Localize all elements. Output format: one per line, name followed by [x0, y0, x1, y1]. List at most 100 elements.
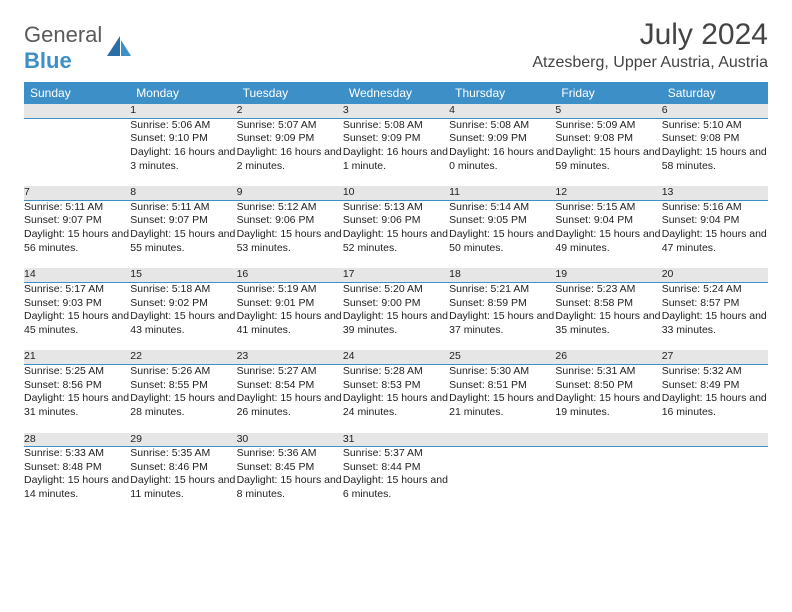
day-cell-empty: [555, 447, 661, 515]
day-number: 21: [24, 350, 130, 364]
sunrise-text: Sunrise: 5:11 AM: [24, 201, 130, 215]
day-number: 24: [343, 350, 449, 364]
day-cell-empty: [662, 447, 768, 515]
daylight-text: Daylight: 15 hours and 49 minutes.: [555, 228, 661, 255]
day-cell: Sunrise: 5:18 AMSunset: 9:02 PMDaylight:…: [130, 282, 236, 350]
daylight-text: Daylight: 15 hours and 24 minutes.: [343, 392, 449, 419]
daylight-text: Daylight: 15 hours and 28 minutes.: [130, 392, 236, 419]
sunrise-text: Sunrise: 5:21 AM: [449, 283, 555, 297]
sunrise-text: Sunrise: 5:08 AM: [449, 119, 555, 133]
day-number: 26: [555, 350, 661, 364]
daynum-row: 28293031: [24, 433, 768, 447]
sunrise-text: Sunrise: 5:07 AM: [237, 119, 343, 133]
sunrise-text: Sunrise: 5:17 AM: [24, 283, 130, 297]
sunset-text: Sunset: 8:53 PM: [343, 379, 449, 393]
sunrise-text: Sunrise: 5:26 AM: [130, 365, 236, 379]
day-cell: Sunrise: 5:16 AMSunset: 9:04 PMDaylight:…: [662, 200, 768, 268]
day-number-empty: [449, 433, 555, 447]
daylight-text: Daylight: 15 hours and 31 minutes.: [24, 392, 130, 419]
weekday-header: Thursday: [449, 82, 555, 104]
daylight-text: Daylight: 15 hours and 8 minutes.: [237, 474, 343, 501]
day-cell: Sunrise: 5:13 AMSunset: 9:06 PMDaylight:…: [343, 200, 449, 268]
sunrise-text: Sunrise: 5:24 AM: [662, 283, 768, 297]
day-number: 8: [130, 186, 236, 200]
day-number: 29: [130, 433, 236, 447]
daylight-text: Daylight: 15 hours and 53 minutes.: [237, 228, 343, 255]
day-number: 12: [555, 186, 661, 200]
sunrise-text: Sunrise: 5:18 AM: [130, 283, 236, 297]
sunset-text: Sunset: 9:00 PM: [343, 297, 449, 311]
daylight-text: Daylight: 15 hours and 11 minutes.: [130, 474, 236, 501]
daycell-row: Sunrise: 5:33 AMSunset: 8:48 PMDaylight:…: [24, 447, 768, 515]
sunrise-text: Sunrise: 5:15 AM: [555, 201, 661, 215]
sunset-text: Sunset: 9:06 PM: [237, 214, 343, 228]
day-number: 17: [343, 268, 449, 282]
sunrise-text: Sunrise: 5:13 AM: [343, 201, 449, 215]
day-cell: Sunrise: 5:31 AMSunset: 8:50 PMDaylight:…: [555, 365, 661, 433]
day-number: 3: [343, 104, 449, 118]
day-number-empty: [662, 433, 768, 447]
header: General Blue July 2024 Atzesberg, Upper …: [24, 18, 768, 74]
day-cell: Sunrise: 5:26 AMSunset: 8:55 PMDaylight:…: [130, 365, 236, 433]
sunset-text: Sunset: 8:54 PM: [237, 379, 343, 393]
daylight-text: Daylight: 15 hours and 43 minutes.: [130, 310, 236, 337]
day-cell: Sunrise: 5:27 AMSunset: 8:54 PMDaylight:…: [237, 365, 343, 433]
day-cell: Sunrise: 5:33 AMSunset: 8:48 PMDaylight:…: [24, 447, 130, 515]
day-number: 14: [24, 268, 130, 282]
day-number: 2: [237, 104, 343, 118]
day-number: 30: [237, 433, 343, 447]
sunset-text: Sunset: 8:46 PM: [130, 461, 236, 475]
daylight-text: Daylight: 15 hours and 52 minutes.: [343, 228, 449, 255]
sunrise-text: Sunrise: 5:37 AM: [343, 447, 449, 461]
sunrise-text: Sunrise: 5:25 AM: [24, 365, 130, 379]
sunset-text: Sunset: 9:05 PM: [449, 214, 555, 228]
day-number: 23: [237, 350, 343, 364]
daylight-text: Daylight: 15 hours and 6 minutes.: [343, 474, 449, 501]
calendar-table: SundayMondayTuesdayWednesdayThursdayFrid…: [24, 82, 768, 515]
day-number: 16: [237, 268, 343, 282]
daylight-text: Daylight: 15 hours and 39 minutes.: [343, 310, 449, 337]
day-number: 31: [343, 433, 449, 447]
weekday-header: Tuesday: [237, 82, 343, 104]
sunrise-text: Sunrise: 5:11 AM: [130, 201, 236, 215]
day-cell-empty: [24, 118, 130, 186]
day-number: 11: [449, 186, 555, 200]
sunset-text: Sunset: 9:07 PM: [130, 214, 236, 228]
daycell-row: Sunrise: 5:25 AMSunset: 8:56 PMDaylight:…: [24, 365, 768, 433]
daynum-row: 123456: [24, 104, 768, 118]
day-cell: Sunrise: 5:11 AMSunset: 9:07 PMDaylight:…: [130, 200, 236, 268]
day-cell: Sunrise: 5:08 AMSunset: 9:09 PMDaylight:…: [343, 118, 449, 186]
daylight-text: Daylight: 15 hours and 45 minutes.: [24, 310, 130, 337]
daylight-text: Daylight: 15 hours and 21 minutes.: [449, 392, 555, 419]
sunset-text: Sunset: 8:50 PM: [555, 379, 661, 393]
daylight-text: Daylight: 15 hours and 26 minutes.: [237, 392, 343, 419]
day-number-empty: [24, 104, 130, 118]
daylight-text: Daylight: 15 hours and 19 minutes.: [555, 392, 661, 419]
day-cell: Sunrise: 5:06 AMSunset: 9:10 PMDaylight:…: [130, 118, 236, 186]
daylight-text: Daylight: 16 hours and 2 minutes.: [237, 146, 343, 173]
day-number: 25: [449, 350, 555, 364]
day-cell: Sunrise: 5:30 AMSunset: 8:51 PMDaylight:…: [449, 365, 555, 433]
logo-text-1: General: [24, 22, 102, 47]
sunrise-text: Sunrise: 5:36 AM: [237, 447, 343, 461]
weekday-header-row: SundayMondayTuesdayWednesdayThursdayFrid…: [24, 82, 768, 104]
day-number: 19: [555, 268, 661, 282]
sunrise-text: Sunrise: 5:14 AM: [449, 201, 555, 215]
logo-sail-icon: [107, 34, 133, 63]
day-cell: Sunrise: 5:28 AMSunset: 8:53 PMDaylight:…: [343, 365, 449, 433]
day-number: 4: [449, 104, 555, 118]
day-cell: Sunrise: 5:37 AMSunset: 8:44 PMDaylight:…: [343, 447, 449, 515]
sunset-text: Sunset: 9:09 PM: [343, 132, 449, 146]
weekday-header: Wednesday: [343, 82, 449, 104]
daylight-text: Daylight: 15 hours and 58 minutes.: [662, 146, 768, 173]
day-number: 7: [24, 186, 130, 200]
sunset-text: Sunset: 8:57 PM: [662, 297, 768, 311]
sunrise-text: Sunrise: 5:19 AM: [237, 283, 343, 297]
day-number-empty: [555, 433, 661, 447]
daylight-text: Daylight: 15 hours and 55 minutes.: [130, 228, 236, 255]
sunrise-text: Sunrise: 5:16 AM: [662, 201, 768, 215]
daynum-row: 78910111213: [24, 186, 768, 200]
daylight-text: Daylight: 16 hours and 1 minute.: [343, 146, 449, 173]
daylight-text: Daylight: 15 hours and 41 minutes.: [237, 310, 343, 337]
sunset-text: Sunset: 8:48 PM: [24, 461, 130, 475]
